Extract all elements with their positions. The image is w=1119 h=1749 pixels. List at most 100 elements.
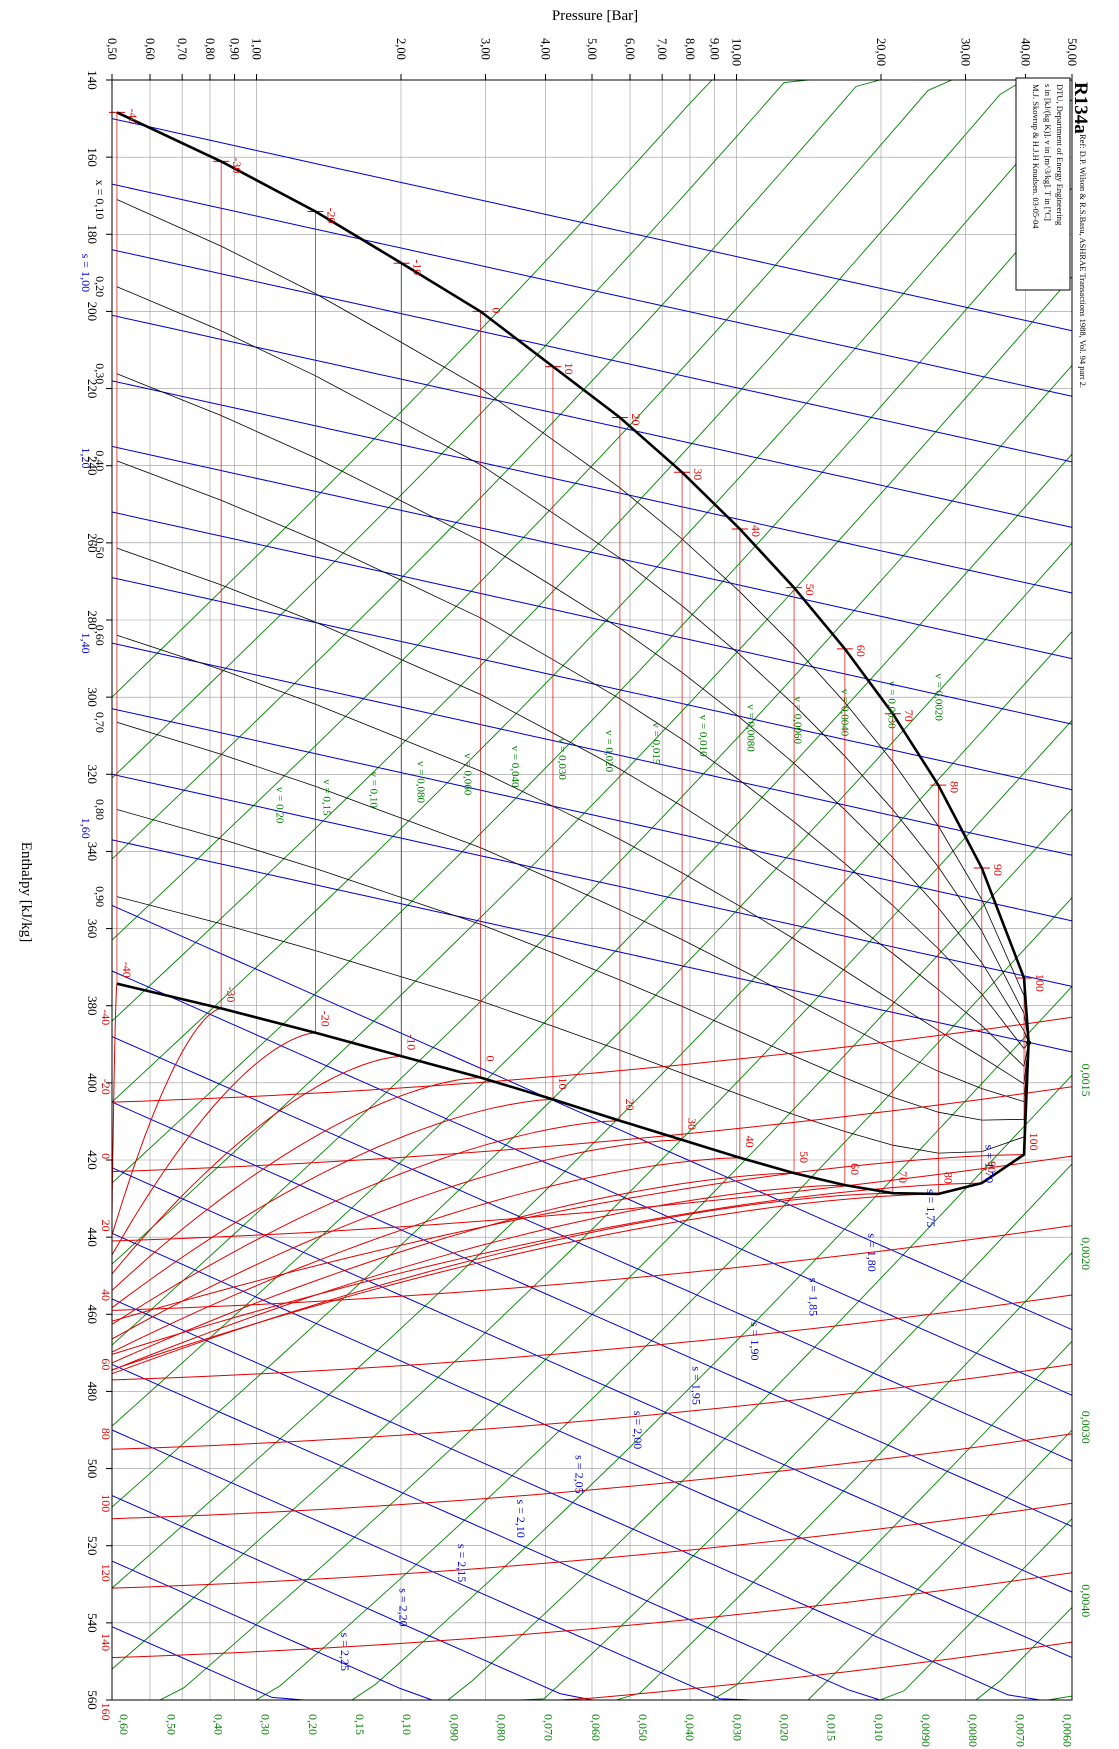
volume-bottom-label-15: 0,015 (825, 1714, 839, 1741)
x-tick-label-420: 420 (85, 1150, 100, 1170)
vapor-temp-label-10: 10 (556, 1077, 570, 1089)
isentrope-10 (111, 773, 1073, 987)
isotherm-vapor-20 (111, 1120, 620, 1325)
vapor-temp-label--40: -40 (120, 962, 134, 978)
isochore-5 (111, 99, 1073, 1103)
liquid-temp-label-20: 20 (629, 414, 643, 426)
volume-bottom-label-5: 0,15 (353, 1714, 367, 1735)
saturation-dome (116, 111, 1032, 1196)
isotherm-vapor-60 (111, 1184, 845, 1371)
isentrope-16 (111, 1167, 1073, 1593)
volume-inner-label-11: v = 0,080 (415, 761, 427, 803)
isentrope-9 (111, 708, 1073, 922)
entropy-left-label-1: 1,20 (79, 448, 93, 469)
vapor-temp-label--20: -20 (318, 1011, 332, 1027)
y-axis-label: Pressure [Bar] (552, 8, 638, 24)
x-tick-label-180: 180 (85, 225, 100, 245)
isentrope-13 (111, 970, 1073, 1396)
y-tick-label-3,00: 3,00 (479, 38, 493, 60)
y-tick-label-0,70: 0,70 (175, 38, 189, 60)
liquid-temp-label-30: 30 (691, 468, 705, 480)
isotherm-vapor-100 (111, 1154, 1025, 1322)
x-tick-label-400: 400 (85, 1073, 100, 1093)
saturation-dome-curve (116, 111, 1030, 1196)
isotherm-vapor-0 (111, 1077, 481, 1291)
vapor-temp-label-80: 80 (941, 1172, 955, 1184)
isochore-4 (111, 79, 1072, 1022)
quality-label-4: 0,50 (93, 538, 107, 559)
quality-label-0: x = 0,10 (93, 180, 107, 220)
quality-line-4 (116, 460, 1029, 1050)
isotherm-vapor-80 (111, 1193, 939, 1371)
quality-label-7: 0,80 (93, 799, 107, 820)
entropy-left-label-2: 1,40 (79, 633, 93, 654)
vapor-temp-label-70: 70 (896, 1171, 910, 1183)
y-tick-label-0,50: 0,50 (105, 38, 119, 60)
entropy-left-label-0: s = 1,00 (79, 254, 93, 292)
x-tick-label-340: 340 (85, 842, 100, 862)
x-axis-label: Enthalpy [kJ/kg] (18, 842, 34, 942)
y-tick-label-0,80: 0,80 (203, 38, 217, 60)
volume-bottom-label-1: 0,50 (164, 1714, 178, 1735)
x-tick-label-380: 380 (85, 996, 100, 1016)
quality-label-1: 0,20 (93, 276, 107, 297)
y-tick-label-10,00: 10,00 (729, 38, 743, 66)
y-tick-label-6,00: 6,00 (623, 38, 637, 60)
x-tick-label-300: 300 (85, 687, 100, 707)
quality-label-6: 0,70 (93, 712, 107, 733)
x-tick-label-200: 200 (85, 302, 100, 322)
isotherm-super-label-60: 60 (99, 1358, 113, 1370)
legend-reference: Ref: D.P. Wilson & R.S.Basu, ASHRAE Tran… (1078, 134, 1088, 388)
y-tick-label-20,00: 20,00 (874, 38, 888, 66)
isentrope-5 (111, 445, 1073, 660)
x-tick-label-160: 160 (85, 147, 100, 167)
y-tick-label-1,00: 1,00 (249, 38, 263, 60)
isotherm-super-label-160: 160 (99, 1703, 113, 1721)
y-tick-label-9,00: 9,00 (708, 38, 722, 60)
volume-inner-label-13: v = 0,15 (320, 779, 332, 816)
entropy-label-7: s = 2,05 (572, 1455, 586, 1493)
isotherm-super-100 (111, 1502, 1073, 1589)
entropy-label-11: s = 2,25 (338, 1633, 352, 1671)
vapor-temp-label-100: 100 (1027, 1133, 1041, 1151)
volume-inner-label-4: v = 0,0080 (744, 704, 756, 752)
y-tick-label-50,00: 50,00 (1065, 38, 1079, 66)
liquid-temp-label--10: -10 (411, 259, 425, 275)
quality-label-8: 0,90 (93, 886, 107, 907)
entropy-label-8: s = 2,10 (514, 1499, 528, 1537)
entropy-left-label-3: 1,60 (79, 818, 93, 839)
liquid-temp-label-80: 80 (947, 781, 961, 793)
isotherm-super-label-140: 140 (99, 1633, 113, 1651)
quality-line-5 (116, 547, 1029, 1068)
y-tick-label-40,00: 40,00 (1018, 38, 1032, 66)
y-tick-label-0,60: 0,60 (143, 38, 157, 60)
volume-inner-label-12: v = 0,10 (368, 771, 380, 808)
volume-bottom-label-6: 0,10 (400, 1714, 414, 1735)
x-tick-label-500: 500 (85, 1459, 100, 1479)
quality-line-8 (116, 809, 1029, 1121)
isotherm-super-0 (111, 1155, 1073, 1242)
liquid-temp-label-90: 90 (991, 864, 1005, 876)
volume-right-label-0: 0,0015 (1079, 1064, 1093, 1097)
isotherm-vapor--20 (111, 1032, 316, 1256)
volume-inner-label-6: v = 0,015 (650, 722, 662, 764)
quality-line-9 (116, 896, 1029, 1154)
volume-bottom-label-19: 0,0070 (1013, 1714, 1027, 1747)
vapor-temp-label--30: -30 (224, 986, 238, 1002)
vapor-temp-label-60: 60 (848, 1163, 862, 1175)
y-tick-label-4,00: 4,00 (538, 38, 552, 60)
plot-frame (111, 79, 1073, 1701)
volume-bottom-label-20: 0,0060 (1060, 1714, 1074, 1747)
isochore-8 (111, 365, 1073, 1346)
isochore-9 (111, 453, 1073, 1427)
volume-right-label-3: 0,0040 (1079, 1584, 1093, 1617)
isochore-6 (111, 187, 1073, 1184)
isotherm-super-label-120: 120 (99, 1564, 113, 1582)
liquid-temp-label-60: 60 (854, 645, 868, 657)
x-tick-label-560: 560 (85, 1690, 100, 1710)
volume-bottom-label-10: 0,060 (589, 1714, 603, 1741)
x-tick-label-280: 280 (85, 610, 100, 630)
quality-line-6 (116, 634, 1029, 1085)
entropy-label-5: s = 1,95 (689, 1366, 703, 1404)
